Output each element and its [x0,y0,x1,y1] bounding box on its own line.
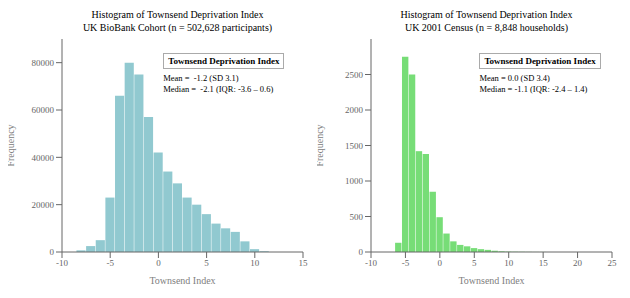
html-text:Townsend Deprivation Index: Townsend Deprivation Index [168,55,280,66]
svg-text:1000: 1000 [345,176,364,186]
html-text:UK BioBank Cohort (n = 502,628: UK BioBank Cohort (n = 502,628 participa… [82,22,273,33]
html-text:Mean = -1.2 (SD 3.1): Mean = -1.2 (SD 3.1) [163,72,239,83]
html-text:Histogram of Townsend Deprivat: Histogram of Townsend Deprivation Index [91,9,264,20]
svg-text:80000: 80000 [32,58,55,68]
svg-text:2000: 2000 [345,105,364,115]
svg-text:10: 10 [250,258,259,268]
html-text:Median = -2.1 (IQR: -3.6 – 0.6: Median = -2.1 (IQR: -3.6 – 0.6) [163,83,274,94]
svg-text:60000: 60000 [32,105,55,115]
svg-text:2500: 2500 [345,70,364,80]
svg-text:10: 10 [504,258,514,268]
svg-text:-5: -5 [402,258,410,268]
svg-text:25: 25 [608,258,618,268]
html-text:Median = -1.1 (IQR: -2.4 – 1.4: Median = -1.1 (IQR: -2.4 – 1.4) [479,83,588,94]
svg-text:0: 0 [438,258,443,268]
svg-text:-5: -5 [106,258,114,268]
svg-text:5: 5 [472,258,477,268]
html-text:UK 2001 Census (n = 8,848 hous: UK 2001 Census (n = 8,848 households) [404,22,569,33]
html-text:Townsend Deprivation Index: Townsend Deprivation Index [484,55,596,66]
svg-text:Frequency: Frequency [317,124,325,166]
svg-text:20: 20 [573,258,583,268]
svg-text:5: 5 [204,258,209,268]
svg-text:1500: 1500 [345,141,364,151]
svg-text:20000: 20000 [32,200,55,210]
svg-text:40000: 40000 [32,153,55,163]
svg-text:0: 0 [359,247,364,257]
html-text:Histogram of Townsend Deprivat: Histogram of Townsend Deprivation Index [400,9,573,20]
svg-text:0: 0 [50,247,55,257]
svg-text:15: 15 [299,258,309,268]
svg-text:0: 0 [156,258,161,268]
svg-text:15: 15 [539,258,549,268]
svg-text:Frequency: Frequency [8,124,16,166]
svg-text:500: 500 [350,212,364,222]
html-text:Mean = 0.0 (SD 3.4): Mean = 0.0 (SD 3.4) [479,72,550,83]
svg-text:-10: -10 [56,258,68,268]
svg-text:Townsend Index: Townsend Index [458,275,524,284]
svg-text:-10: -10 [365,258,377,268]
svg-text:Townsend Index: Townsend Index [149,275,215,284]
